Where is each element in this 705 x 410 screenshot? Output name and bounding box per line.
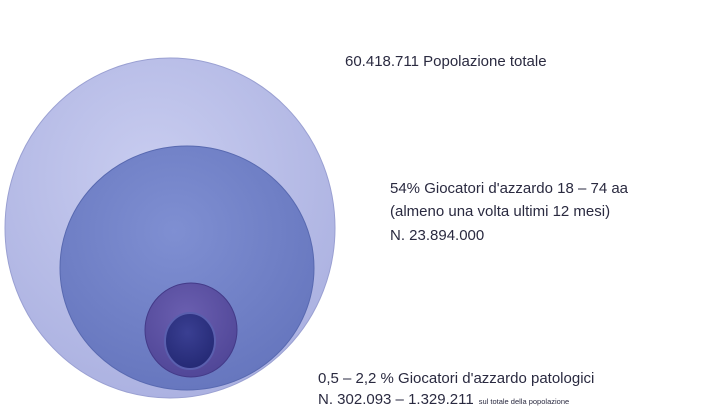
label: 60.418.711 Popolazione totale — [345, 53, 547, 70]
label-part: N. 302.093 – 1.329.211 — [318, 391, 474, 408]
note: sul totale della popolazione — [479, 397, 569, 406]
core-circle — [164, 312, 216, 370]
label: 0,5 – 2,2 % Giocatori d'azzardo patologi… — [318, 370, 594, 387]
label: N. 23.894.000 — [390, 227, 484, 244]
middle-circle — [59, 145, 315, 391]
label: (almeno una volta ultimi 12 mesi) — [390, 203, 610, 220]
label: N. 302.093 – 1.329.211 sul totale della p… — [318, 391, 569, 408]
label: 54% Giocatori d'azzardo 18 – 74 aa — [390, 180, 629, 197]
